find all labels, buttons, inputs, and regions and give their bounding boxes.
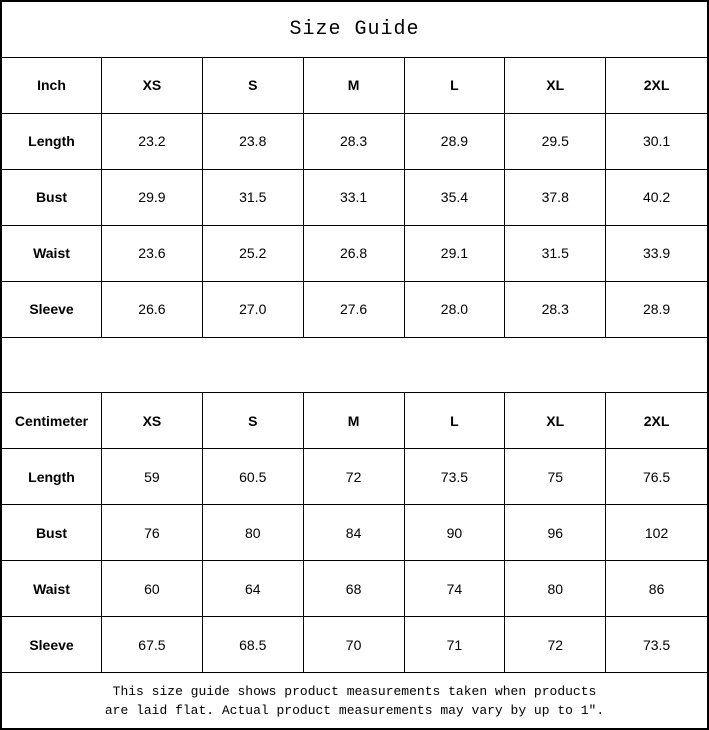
row-label: Waist (2, 561, 102, 617)
value-cell: 67.5 (102, 617, 203, 673)
value-cell: 75 (505, 449, 607, 505)
value-cell: 29.5 (505, 113, 607, 169)
value-cell: 37.8 (505, 169, 607, 225)
unit-header-cell: Inch (2, 57, 102, 113)
value-cell: 25.2 (203, 225, 304, 281)
size-header-xs: XS (102, 57, 203, 113)
value-cell: 86 (648, 580, 665, 597)
value-cell: 28.3 (304, 113, 405, 169)
table-row-sleeve-inch: Sleeve 26.6 27.0 27.6 28.0 28.3 28.9 (2, 281, 707, 338)
value-cell: 23.8 (203, 113, 304, 169)
table-row-sleeve-cm: Sleeve 67.5 68.5 70 71 72 73.5 (2, 617, 707, 674)
table-row-bust-cm: Bust 76 80 84 90 96 102 (2, 505, 707, 562)
value-cell: 96 (505, 505, 607, 561)
row-label: Length (2, 113, 102, 169)
value-cell: 80 (203, 505, 304, 561)
table-row-waist-inch: Waist 23.6 25.2 26.8 29.1 31.5 33.9 (2, 225, 707, 282)
value-cell: 73.5 (405, 449, 506, 505)
value-cell: 28.0 (405, 281, 506, 337)
table-spacer (2, 338, 707, 394)
value-cell: 35.4 (405, 169, 506, 225)
value-cell: 28.9 (642, 301, 671, 318)
value-cell: 70 (304, 617, 405, 673)
value-cell: 29.9 (102, 169, 203, 225)
value-cell: 27.6 (304, 281, 405, 337)
value-cell: 76 (102, 505, 203, 561)
row-label: Bust (2, 505, 102, 561)
row-label: Waist (2, 225, 102, 281)
row-label: Sleeve (2, 281, 102, 337)
value-cell: 23.2 (102, 113, 203, 169)
value-cell: 33.1 (304, 169, 405, 225)
value-cell: 40.2 (642, 189, 671, 206)
row-label: Bust (2, 169, 102, 225)
value-cell: 80 (505, 561, 607, 617)
value-cell: 30.1 (642, 133, 671, 150)
footer-note-line1: This size guide shows product measuremen… (112, 683, 597, 699)
centimeter-header-row: Centimeter XS S M L XL 2XL (2, 393, 707, 450)
size-header-2xl: 2XL (643, 77, 670, 94)
size-header-xl: XL (505, 57, 607, 113)
value-cell: 84 (304, 505, 405, 561)
size-header-l: L (405, 57, 506, 113)
value-cell: 68 (304, 561, 405, 617)
size-header-s: S (203, 57, 304, 113)
value-cell: 29.1 (405, 225, 506, 281)
size-guide-title: Size Guide (289, 17, 420, 41)
value-cell: 60 (102, 561, 203, 617)
value-cell: 23.6 (102, 225, 203, 281)
row-label: Sleeve (2, 617, 102, 673)
value-cell: 102 (644, 524, 669, 541)
title-row: Size Guide (2, 2, 707, 58)
value-cell: 26.6 (102, 281, 203, 337)
table-row-waist-cm: Waist 60 64 68 74 80 86 (2, 561, 707, 618)
value-cell: 28.3 (505, 281, 607, 337)
size-header-m: M (304, 57, 405, 113)
size-header-s: S (203, 393, 304, 449)
size-header-m: M (304, 393, 405, 449)
value-cell: 71 (405, 617, 506, 673)
value-cell: 33.9 (642, 245, 671, 262)
row-label: Length (2, 449, 102, 505)
value-cell: 76.5 (642, 468, 671, 485)
unit-header-cell: Centimeter (2, 393, 102, 449)
value-cell: 26.8 (304, 225, 405, 281)
value-cell: 68.5 (203, 617, 304, 673)
value-cell: 72 (304, 449, 405, 505)
size-header-2xl: 2XL (643, 412, 670, 429)
value-cell: 27.0 (203, 281, 304, 337)
value-cell: 74 (405, 561, 506, 617)
footer-note-line2: are laid flat. Actual product measuremen… (104, 702, 605, 718)
value-cell: 64 (203, 561, 304, 617)
inch-header-row: Inch XS S M L XL 2XL (2, 57, 707, 114)
value-cell: 28.9 (405, 113, 506, 169)
table-row-length-inch: Length 23.2 23.8 28.3 28.9 29.5 30.1 (2, 113, 707, 170)
footer-note: This size guide shows product measuremen… (2, 673, 707, 728)
table-row-bust-inch: Bust 29.9 31.5 33.1 35.4 37.8 40.2 (2, 169, 707, 226)
table-row-length-cm: Length 59 60.5 72 73.5 75 76.5 (2, 449, 707, 506)
size-header-l: L (405, 393, 506, 449)
value-cell: 31.5 (203, 169, 304, 225)
value-cell: 60.5 (203, 449, 304, 505)
value-cell: 31.5 (505, 225, 607, 281)
value-cell: 73.5 (642, 636, 671, 653)
value-cell: 90 (405, 505, 506, 561)
size-header-xs: XS (102, 393, 203, 449)
size-header-xl: XL (505, 393, 607, 449)
value-cell: 59 (102, 449, 203, 505)
value-cell: 72 (505, 617, 607, 673)
